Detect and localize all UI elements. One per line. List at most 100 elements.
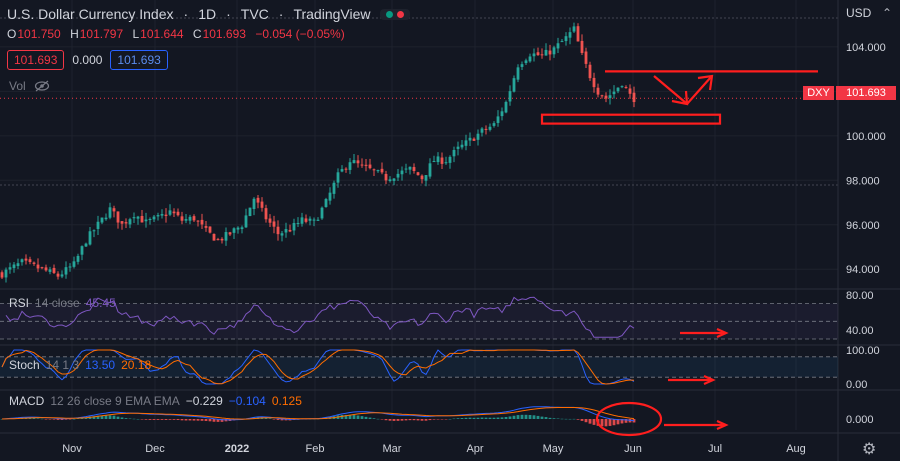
arrow-down-line: [653, 75, 687, 104]
open-label: O: [7, 27, 17, 41]
close-value: 101.693: [202, 27, 246, 41]
candle-body: [24, 258, 28, 261]
candle-body: [376, 170, 380, 172]
macd-legend[interactable]: MACD 12 26 close 9 EMA EMA −0.229 −0.104…: [9, 394, 302, 408]
rsi-legend[interactable]: RSI 14 close 45.45: [9, 296, 116, 310]
time-tick-label: Aug: [786, 443, 806, 455]
candle-body: [88, 231, 92, 245]
rsi-params: 14 close: [35, 296, 80, 310]
candle-body: [620, 86, 624, 88]
last-price-tag: 101.693: [836, 86, 896, 100]
macd-line-value: −0.104: [228, 394, 266, 408]
macd-hist-bar: [488, 417, 492, 419]
gear-icon[interactable]: ⚙: [862, 441, 877, 458]
macd-hist-bar: [128, 418, 132, 420]
macd-hist-bar: [468, 417, 472, 419]
stoch-legend[interactable]: Stoch 14 1 3 13.50 20.18: [9, 358, 151, 372]
candle-body: [492, 123, 496, 126]
candle-body: [32, 262, 36, 264]
macd-hist-bar: [104, 415, 108, 419]
candle-body: [344, 168, 348, 170]
candle-body: [432, 161, 436, 163]
rsi-line: [5, 296, 635, 338]
market-status-pill[interactable]: [380, 8, 411, 20]
chevron-up-icon[interactable]: ⌃: [882, 6, 893, 20]
candle-body: [12, 264, 16, 269]
candle-body: [500, 111, 504, 117]
status-dot-icon: [386, 10, 394, 18]
macd-hist-bar: [456, 418, 460, 419]
chart-interval[interactable]: 1D: [198, 6, 217, 22]
candle-body: [8, 267, 12, 270]
candle-body: [192, 216, 196, 221]
time-tick-label: Jun: [624, 443, 642, 455]
candle-body: [80, 246, 84, 255]
rsi-name: RSI: [9, 296, 30, 310]
high-value: 101.797: [79, 27, 124, 41]
macd-hist-bar: [500, 417, 504, 419]
candle-body: [272, 221, 276, 227]
eye-hidden-icon[interactable]: [34, 80, 50, 92]
candle-body: [440, 157, 444, 164]
candle-body: [560, 41, 564, 43]
change-value: −0.054 (−0.05%): [255, 27, 345, 41]
macd-hist-bar: [496, 417, 500, 419]
macd-signal-value: 0.125: [271, 394, 302, 408]
sell-price-button[interactable]: 101.693: [7, 50, 65, 70]
time-tick-label: Nov: [62, 443, 82, 455]
candle-body: [428, 163, 432, 177]
candle-body: [232, 228, 236, 233]
macd-hist-bar: [344, 414, 348, 419]
candle-body: [352, 160, 356, 164]
macd-hist-bar: [208, 419, 212, 422]
macd-hist-bar: [460, 418, 464, 419]
candle-body: [512, 78, 516, 92]
macd-hist-bar: [120, 417, 124, 419]
time-axis[interactable]: Nov Dec 2022 Feb Mar Apr May Jun Jul Aug: [62, 443, 806, 455]
candle-body: [44, 267, 48, 271]
candle-body: [464, 140, 468, 146]
candle-body: [300, 217, 304, 224]
candle-body: [552, 47, 556, 55]
macd-hist-bar: [176, 419, 180, 420]
candle-body: [128, 219, 132, 225]
macd-hist-bar: [356, 415, 360, 419]
time-tick-label: Apr: [466, 443, 483, 455]
macd-hist-bar: [44, 419, 48, 420]
arrow-right-head: [716, 327, 729, 339]
arrow-right-head: [716, 419, 729, 431]
macd-hist-bar: [276, 419, 280, 420]
candle-body: [600, 95, 604, 97]
candle-body: [356, 160, 360, 164]
candle-body: [588, 64, 592, 79]
macd-hist-bar: [56, 419, 60, 420]
buy-price-button[interactable]: 101.693: [110, 50, 168, 70]
macd-hist-bar: [196, 419, 200, 421]
macd-signal-line: [1, 407, 635, 420]
candle-body: [456, 146, 460, 149]
candle-body: [204, 226, 208, 228]
candle-body: [112, 208, 116, 212]
macd-hist-bar: [560, 418, 564, 420]
candle-body: [548, 50, 552, 55]
ohlc-row: O101.750 H101.797 L101.644 C101.693 −0.0…: [7, 27, 351, 41]
candle-body: [388, 179, 392, 182]
candle-body: [196, 220, 200, 222]
candle-body: [524, 60, 528, 64]
candle-body: [480, 128, 484, 133]
candle-body: [320, 207, 324, 219]
candle-body: [64, 267, 68, 275]
macd-hist-bar: [72, 418, 76, 420]
candle-body: [28, 259, 32, 263]
chart-source: TVC: [240, 6, 269, 22]
macd-hist-bar: [392, 419, 396, 421]
macd-hist-bar: [268, 418, 272, 419]
rsi-value: 45.45: [85, 296, 116, 310]
candle-body: [76, 255, 80, 262]
candle-body: [92, 230, 96, 232]
macd-hist-bar: [424, 419, 428, 421]
volume-label: Vol: [9, 79, 26, 93]
currency-label[interactable]: USD: [846, 6, 872, 20]
candle-body: [288, 229, 292, 232]
